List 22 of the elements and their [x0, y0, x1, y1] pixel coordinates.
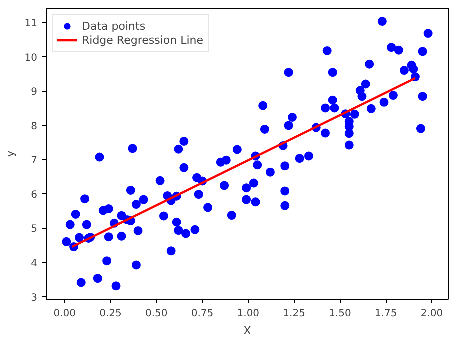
y-tick-label: 11 — [24, 18, 38, 30]
x-tick-label: 1.50 — [329, 308, 352, 320]
x-tick-label: 0.75 — [191, 308, 214, 320]
legend-label: Ridge Regression Line — [82, 33, 204, 47]
legend-label: Data points — [82, 19, 146, 33]
y-tick-label: 4 — [31, 258, 38, 270]
y-axis-title: y — [4, 150, 17, 158]
y-tick-label: 8 — [31, 121, 38, 132]
x-axis-title: X — [244, 324, 252, 338]
y-tick-label: 6 — [31, 190, 38, 201]
y-tick-label: 9 — [31, 87, 38, 98]
x-tick-label: 0.25 — [100, 308, 122, 320]
x-tick-label: 1.25 — [283, 308, 306, 320]
y-tick-label: 7 — [31, 156, 38, 167]
y-tick-label: 5 — [31, 224, 38, 236]
y-tick-label: 3 — [31, 292, 38, 304]
x-tick-label: 0.00 — [54, 308, 76, 320]
y-tick-label: 10 — [24, 52, 38, 64]
x-tick-label: 0.50 — [146, 308, 168, 320]
x-tick-label: 1.75 — [374, 308, 398, 320]
x-tick-label: 1.00 — [237, 308, 260, 320]
x-tick-label: 2.00 — [420, 308, 444, 320]
